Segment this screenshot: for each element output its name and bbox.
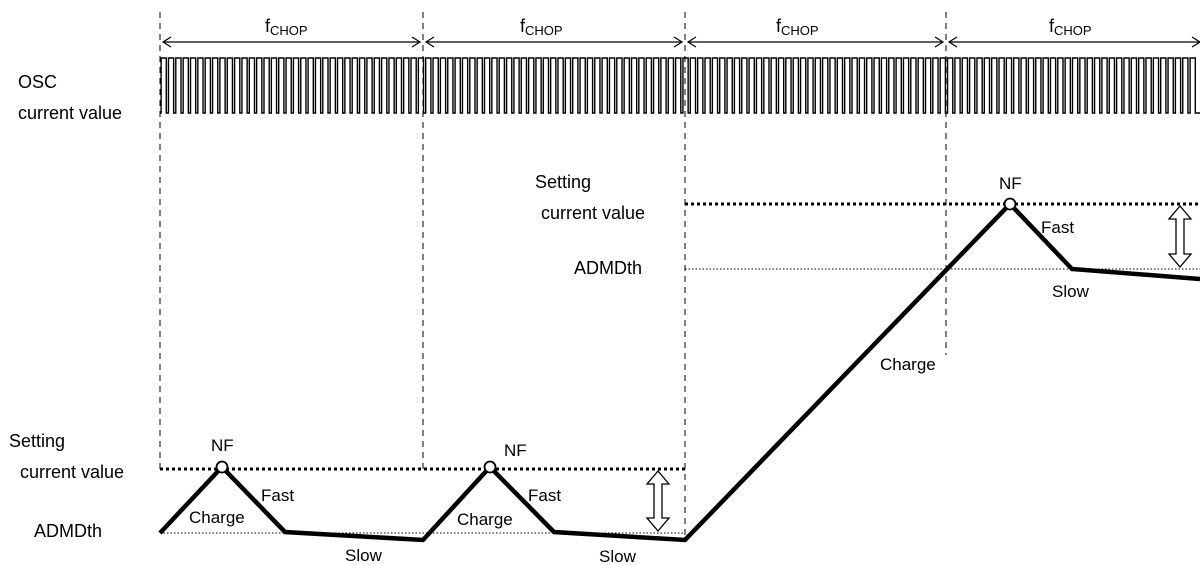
- osc-square-wave: [160, 57, 1200, 114]
- setting-label-upper: Setting: [535, 172, 591, 192]
- nf-point-2: [483, 460, 497, 474]
- period-arrows: [161, 36, 1200, 48]
- admd-label-lower: ADMDth: [34, 521, 102, 541]
- nf-label-3: NF: [999, 174, 1022, 193]
- setting-current-value-label-upper: current value: [541, 203, 645, 223]
- setting-current-value-label-lower: current value: [20, 462, 124, 482]
- slow-label-3: Slow: [1052, 282, 1090, 301]
- osc-current-value-label: current value: [18, 103, 122, 123]
- current-waveform: [158, 200, 1200, 543]
- nf-point-3: [1003, 197, 1017, 211]
- double-arrow-upper: [1167, 204, 1193, 269]
- period-label-4: fCHOP: [1049, 16, 1092, 38]
- fast-label-2: Fast: [528, 486, 561, 505]
- setting-label-lower: Setting: [9, 431, 65, 451]
- period-arrow-1: [161, 36, 422, 48]
- period-arrow-3: [686, 36, 945, 48]
- slow-label-1: Slow: [345, 546, 383, 565]
- nf-label-1: NF: [211, 436, 234, 455]
- setting-threshold-lines: [160, 202, 1200, 471]
- period-arrow-4: [947, 36, 1200, 48]
- nf-label-2: NF: [504, 441, 527, 460]
- charge-label-2: Charge: [457, 510, 513, 529]
- period-label-2: fCHOP: [520, 16, 563, 38]
- period-label-1: fCHOP: [265, 16, 308, 38]
- nf-point-1: [215, 460, 229, 474]
- charge-label-3: Charge: [880, 355, 936, 374]
- admd-threshold-lines: [160, 268, 1200, 534]
- period-label-3: fCHOP: [776, 16, 819, 38]
- admd-label-upper: ADMDth: [574, 258, 642, 278]
- slow-label-2: Slow: [599, 547, 637, 565]
- osc-label: OSC: [18, 72, 57, 92]
- charge-label-1: Charge: [189, 508, 245, 527]
- fast-label-3: Fast: [1041, 218, 1074, 237]
- double-arrow-lower: [645, 469, 671, 533]
- fast-label-1: Fast: [261, 486, 294, 505]
- period-arrow-2: [424, 36, 684, 48]
